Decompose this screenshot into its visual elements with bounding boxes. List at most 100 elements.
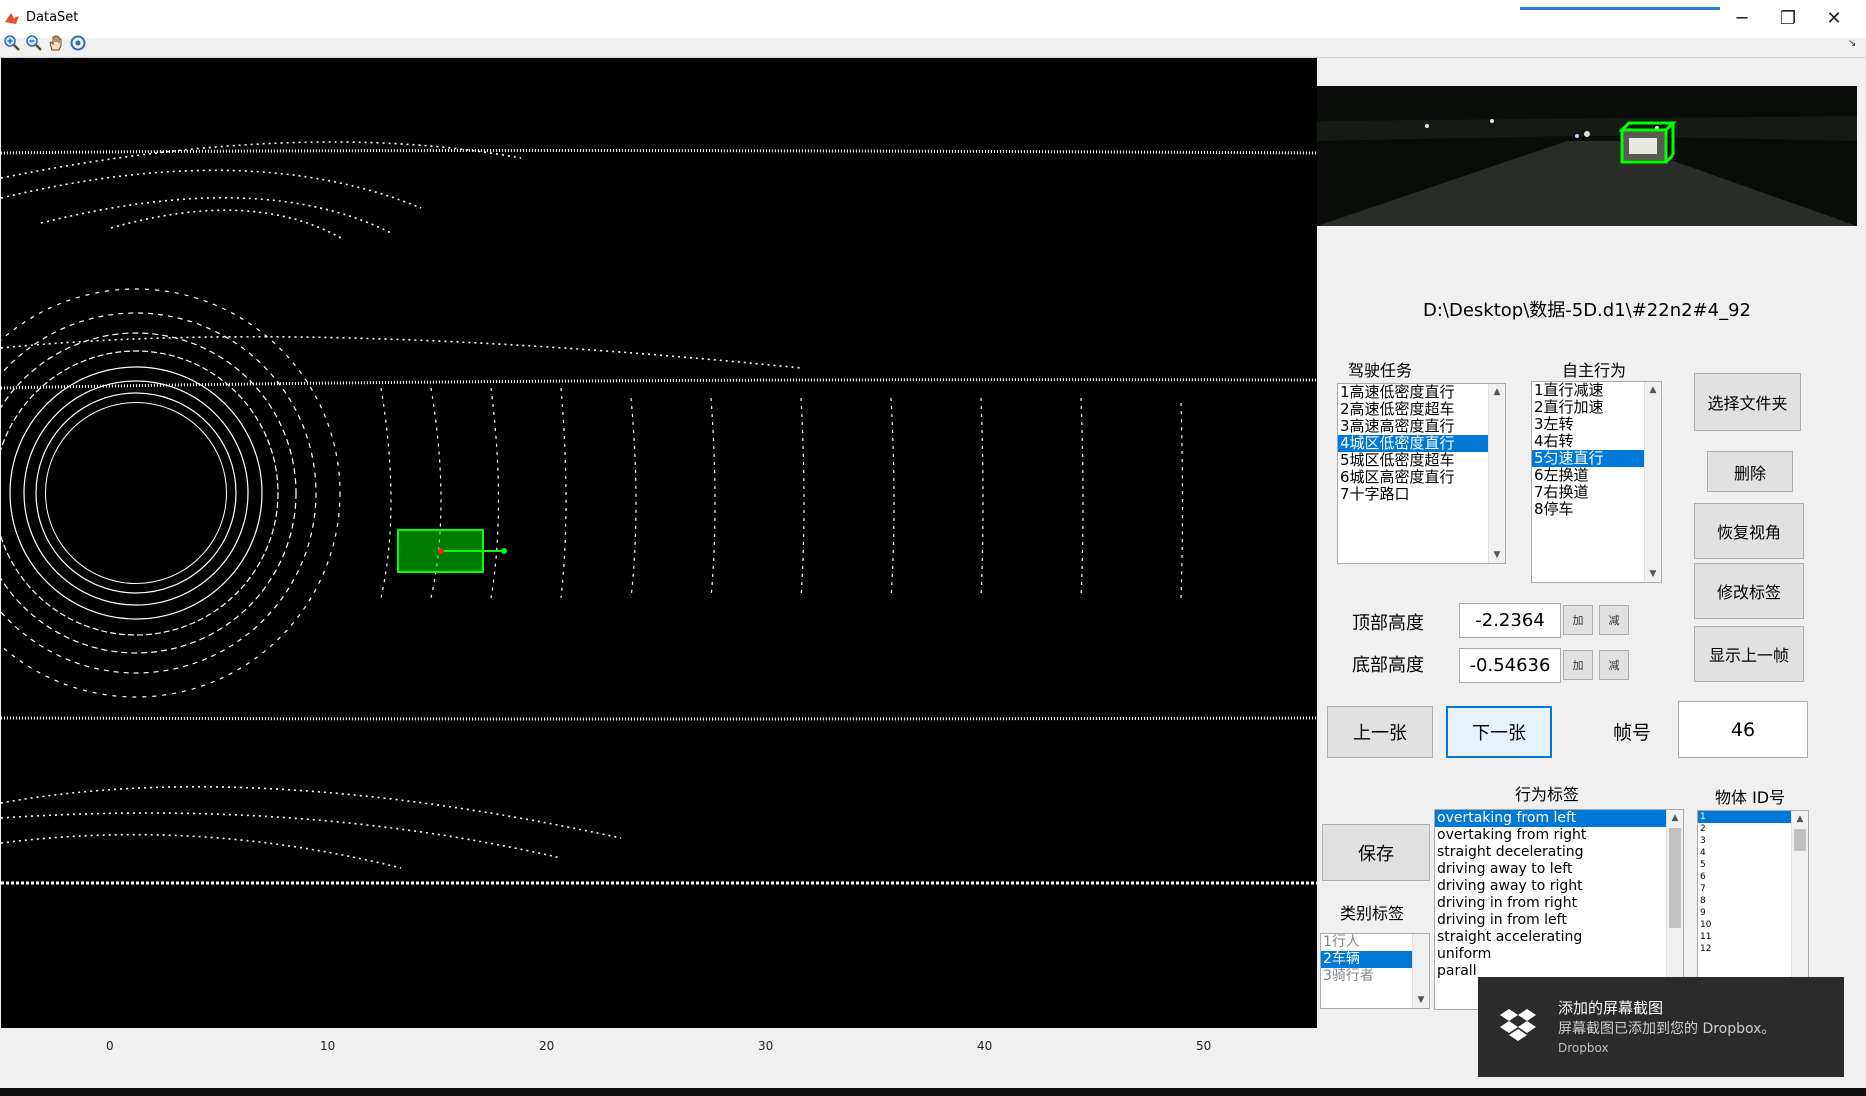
list-item[interactable]: 11 [1700,932,1712,942]
pan-icon[interactable] [46,33,66,53]
list-item[interactable]: 9 [1700,908,1706,918]
bottom-height-sub-button[interactable]: 减 [1599,650,1629,680]
list-item[interactable]: 7右换道 [1534,483,1589,501]
list-item[interactable]: 5匀速直行 [1532,450,1644,467]
list-item[interactable]: uniform [1437,946,1492,962]
list-item[interactable]: 1高速低密度直行 [1340,383,1455,401]
taskbar-edge [0,1088,1866,1096]
list-item[interactable]: 6城区高密度直行 [1340,468,1455,486]
list-item[interactable]: 3左转 [1534,415,1574,433]
scroll-thumb[interactable] [1794,829,1806,851]
list-item[interactable]: 1直行减速 [1534,381,1604,399]
list-item[interactable]: driving away to right [1437,878,1583,894]
list-item[interactable]: 4右转 [1534,432,1574,450]
list-item[interactable]: 12 [1700,944,1712,954]
x-tick-label: 30 [758,1039,774,1053]
scroll-down-icon[interactable]: ▼ [1649,569,1657,579]
list-item[interactable]: driving in from right [1437,895,1578,911]
list-item[interactable]: 7十字路口 [1340,485,1410,503]
list-item[interactable]: 1行人 [1323,934,1360,950]
dropbox-notification[interactable] [1478,977,1844,1077]
list-item[interactable]: parall [1437,963,1477,979]
list-item[interactable]: 8停车 [1534,500,1574,518]
next-button[interactable]: 下一张 [1446,706,1552,758]
restore-view-button[interactable]: 恢复视角 [1694,503,1804,559]
figure-toolbar [0,38,1866,58]
list-item[interactable]: 6 [1700,872,1706,882]
list-item[interactable]: 3 [1700,836,1706,846]
scroll-up-icon[interactable]: ▲ [1493,387,1501,397]
title-progress [1520,7,1720,10]
list-item[interactable]: driving in from left [1437,912,1567,928]
save-button[interactable]: 保存 [1322,824,1430,881]
matlab-icon [5,13,19,24]
behavior-label-title: 行为标签 [1515,785,1580,804]
list-item[interactable]: 4 [1700,848,1706,858]
list-item[interactable]: 7 [1700,884,1706,894]
dock-icon[interactable]: ↘ [1848,38,1857,49]
category-label: 类别标签 [1340,904,1405,923]
top-height-sub-button[interactable]: 减 [1599,605,1629,635]
scrollbar[interactable]: ▲ ▼ [1644,382,1661,582]
list-item[interactable]: 8 [1700,896,1706,906]
driving-task-list[interactable]: 1高速低密度直行 2高速低密度超车 3高速高密度直行 4城区低密度直行 5城区低密度超车… [1337,383,1506,564]
frame-number-field[interactable]: 46 [1678,701,1808,758]
ego-behavior-list[interactable]: 1直行减速 2直行加速 3左转 4右转 5匀速直行 6左换道 7右换道 8停车 ▲ ▼ [1531,381,1662,583]
vehicle-bbox[interactable] [397,529,507,573]
scroll-up-icon[interactable]: ▲ [1671,813,1679,823]
list-item[interactable]: straight accelerating [1437,929,1583,945]
scroll-up-icon[interactable]: ▲ [1796,814,1804,824]
object-id-label: 物体 ID号 [1715,788,1786,807]
ego-behavior-label: 自主行为 [1562,361,1627,380]
scroll-thumb[interactable] [1669,828,1681,928]
select-folder-button[interactable]: 选择文件夹 [1694,373,1801,431]
top-height-field[interactable]: -2.2364 [1459,603,1561,638]
list-item[interactable]: 3骑行者 [1323,968,1374,984]
dropbox-icon [1500,1009,1536,1041]
point-cloud-plot[interactable] [1,58,1317,1028]
camera-image [1317,86,1857,226]
list-item[interactable]: 4城区低密度直行 [1338,435,1488,452]
driving-task-label: 驾驶任务 [1348,361,1413,380]
list-item[interactable]: 5 [1700,860,1706,870]
scroll-down-icon[interactable]: ▼ [1493,550,1501,560]
list-item[interactable]: 2 [1700,824,1706,834]
list-item[interactable]: 2车辆 [1321,951,1412,968]
list-item[interactable]: straight decelerating [1437,844,1584,860]
delete-button[interactable]: 删除 [1707,451,1793,492]
list-item[interactable]: 2高速低密度超车 [1340,400,1455,418]
minimize-button[interactable]: ─ [1736,8,1748,29]
zoom-in-icon[interactable] [2,33,22,53]
modify-label-button[interactable]: 修改标签 [1694,563,1804,619]
list-item[interactable]: overtaking from left [1435,810,1666,827]
prev-button[interactable]: 上一张 [1327,706,1433,758]
bottom-height-field[interactable]: -0.54636 [1459,648,1561,683]
x-tick-label: 50 [1196,1039,1212,1053]
top-height-add-button[interactable]: 加 [1563,605,1593,635]
scrollbar[interactable]: ▲ ▼ [1488,384,1505,563]
show-prev-frame-button[interactable]: 显示上一帧 [1694,626,1804,682]
list-item[interactable]: overtaking from right [1437,827,1587,843]
list-item[interactable]: driving away to left [1437,861,1573,877]
category-list[interactable]: 1行人 2车辆 3骑行者 ▼ [1320,933,1430,1009]
scrollbar[interactable]: ▲ [1666,810,1683,1009]
rotate-icon[interactable] [68,33,88,53]
scrollbar[interactable]: ▼ [1412,934,1429,1008]
close-button[interactable]: ✕ [1826,8,1842,29]
toast-source: Dropbox [1558,1041,1609,1055]
scroll-down-icon[interactable]: ▼ [1417,995,1425,1005]
list-item[interactable]: 1 [1698,811,1791,823]
zoom-out-icon[interactable] [24,33,44,53]
bottom-height-add-button[interactable]: 加 [1563,650,1593,680]
behavior-label-list[interactable]: overtaking from left overtaking from righ… [1434,809,1684,1010]
list-item[interactable]: 3高速高密度直行 [1340,417,1455,435]
list-item[interactable]: 10 [1700,920,1712,930]
list-item[interactable]: 2直行加速 [1534,398,1604,416]
list-item[interactable]: 6左换道 [1534,466,1589,484]
object-id-list[interactable]: 1 2 3 4 5 6 7 8 9 10 11 12 ▲ [1697,810,1809,978]
scrollbar[interactable]: ▲ [1791,811,1808,977]
scroll-up-icon[interactable]: ▲ [1649,385,1657,395]
lidar-arcs [380,387,1184,599]
list-item[interactable]: 5城区低密度超车 [1340,451,1455,469]
restore-button[interactable]: ❐ [1779,8,1797,29]
